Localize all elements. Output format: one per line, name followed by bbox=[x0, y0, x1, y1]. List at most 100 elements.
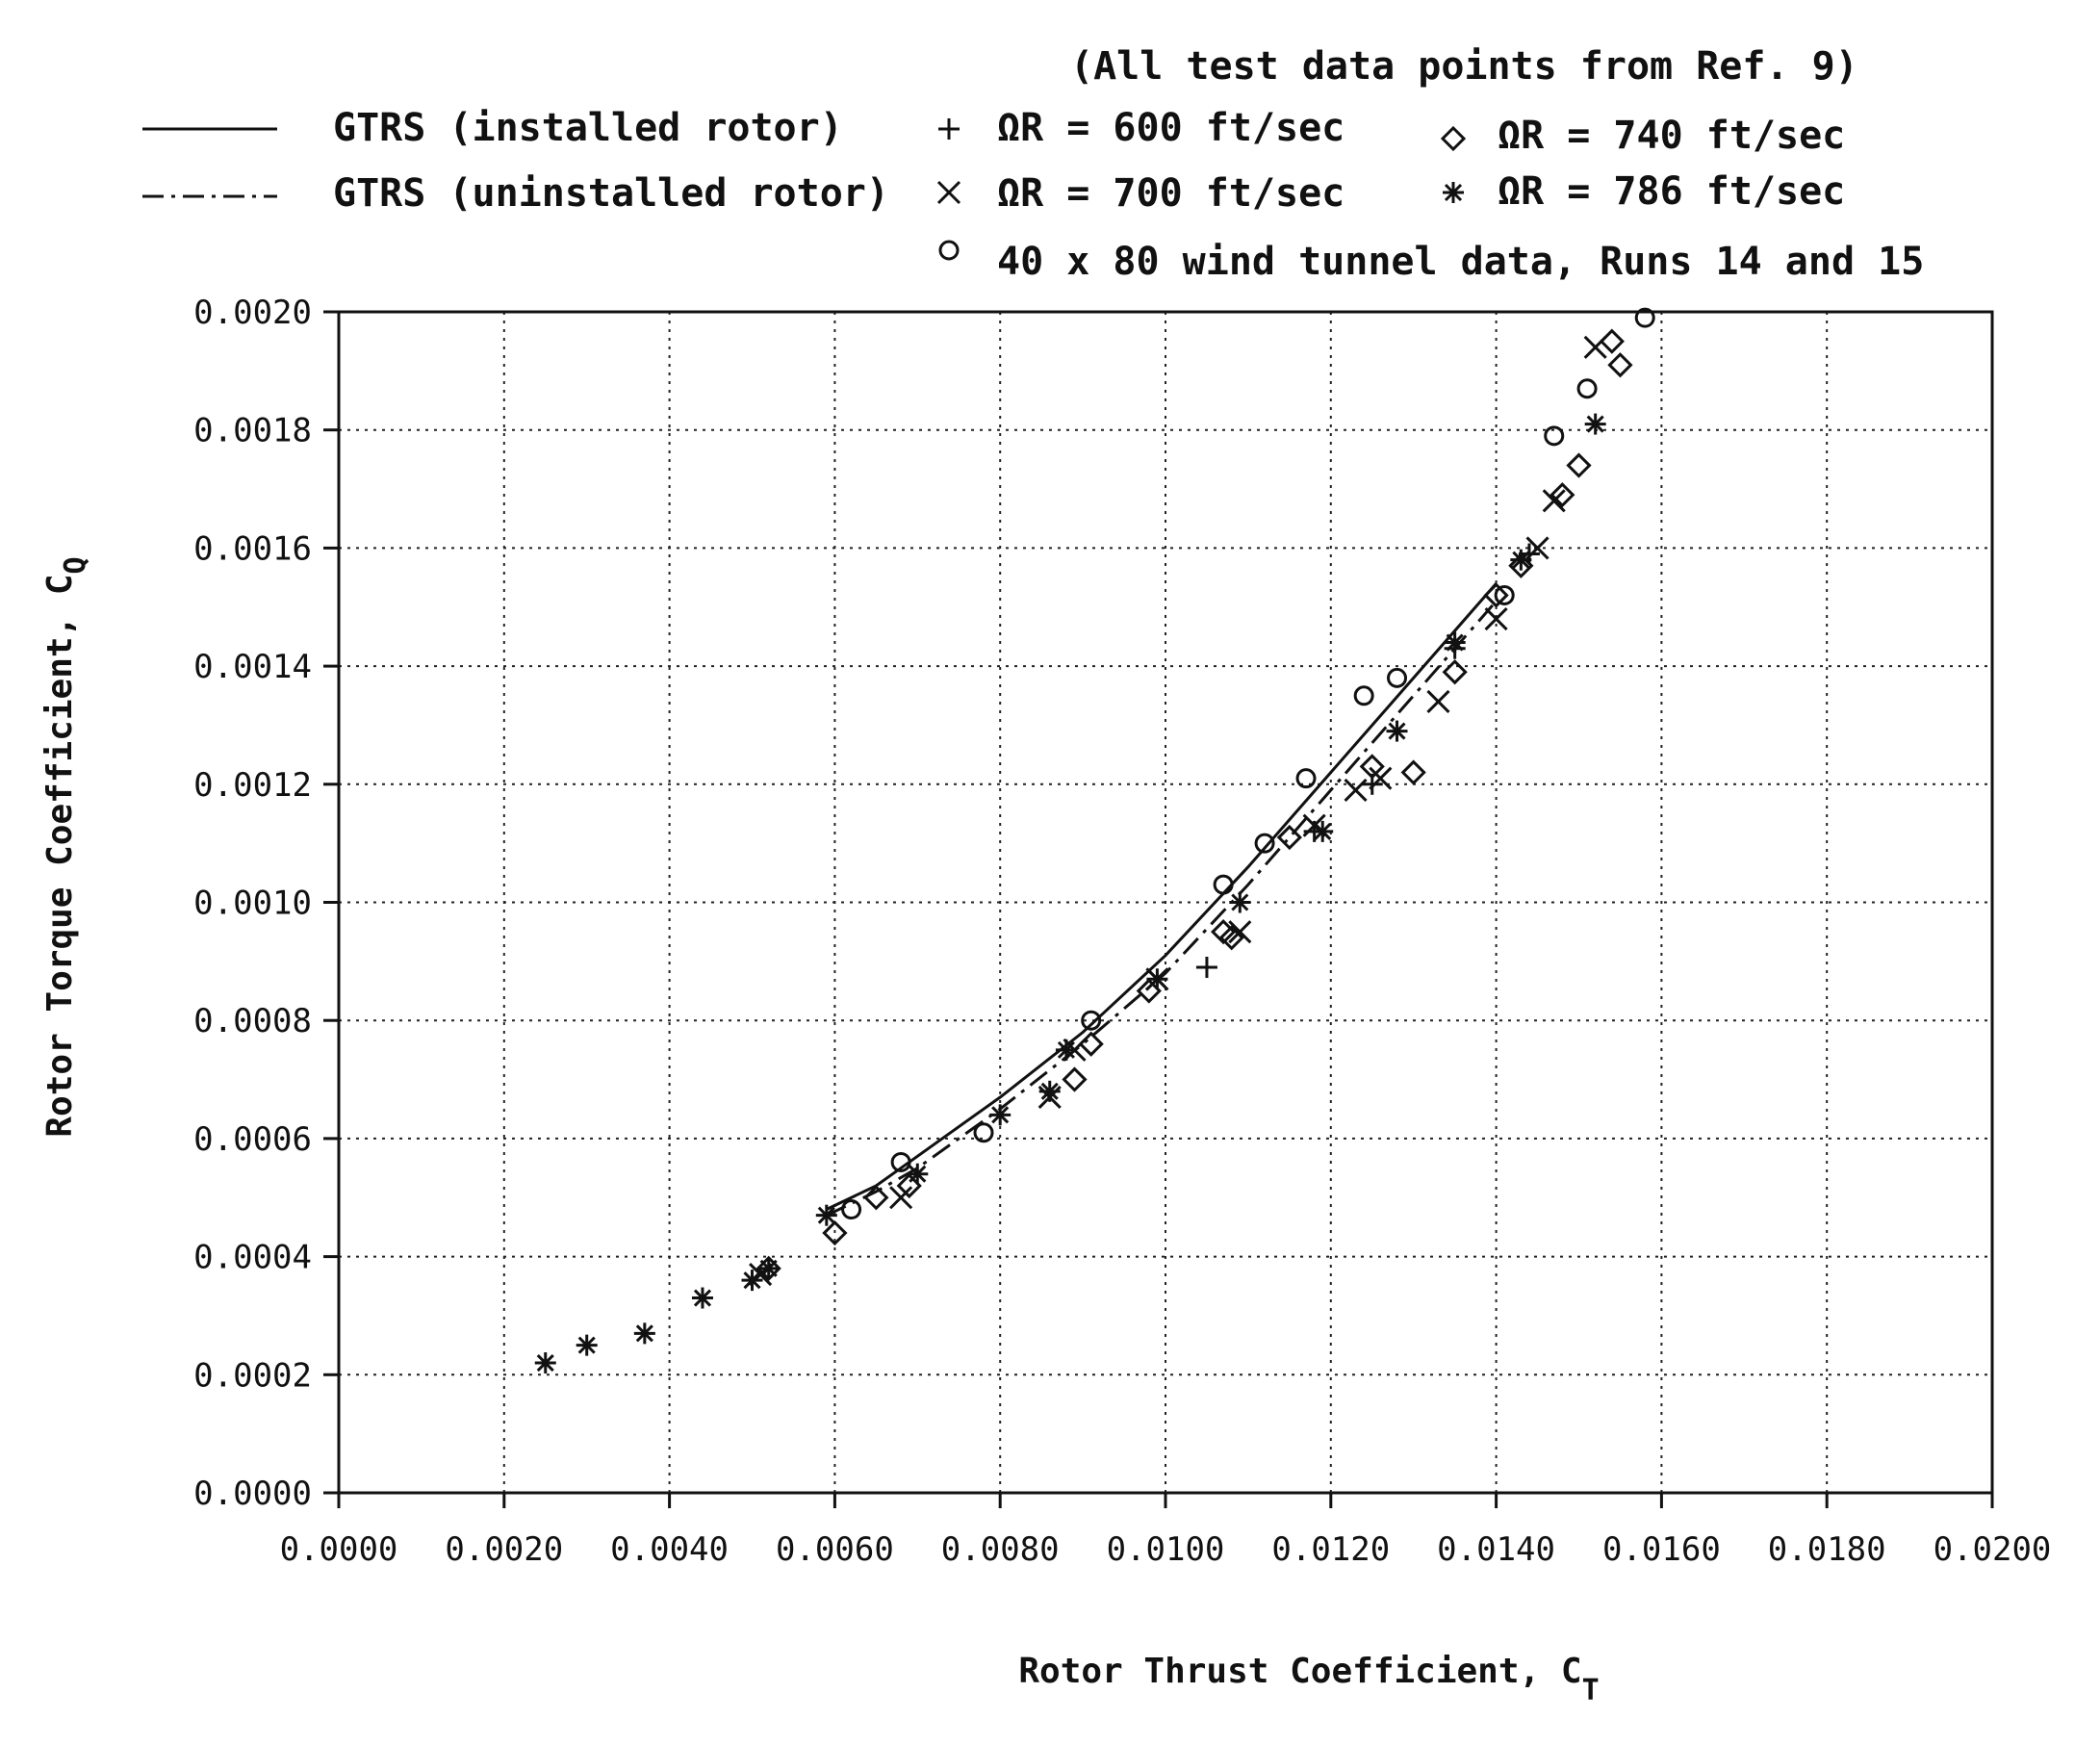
star-marker bbox=[757, 1257, 780, 1279]
x-tick-label: 0.0080 bbox=[941, 1530, 1060, 1569]
legend: (All test data points from Ref. 9) GTRS … bbox=[142, 44, 1924, 284]
y-tick-label: 0.0012 bbox=[193, 766, 312, 805]
x-marker bbox=[936, 180, 961, 205]
circle-marker bbox=[1213, 874, 1234, 895]
star-marker bbox=[1038, 1080, 1061, 1102]
diamond-marker bbox=[1062, 1066, 1088, 1092]
legend-circle-marker bbox=[938, 240, 960, 261]
uninstalled-rotor-line bbox=[826, 600, 1498, 1218]
plot-frame bbox=[337, 310, 1994, 1495]
diamond-marker bbox=[1078, 1031, 1104, 1057]
x-tick-label: 0.0060 bbox=[776, 1530, 894, 1569]
star-marker bbox=[1229, 891, 1251, 913]
legend-740-label: ΩR = 740 ft/sec bbox=[1498, 114, 1845, 158]
diamond-marker bbox=[1442, 659, 1468, 685]
x-axis-title: Rotor Thrust Coefficient, CT bbox=[1018, 1652, 1599, 1707]
diamond-marker bbox=[1440, 125, 1467, 152]
circle-marker bbox=[1353, 685, 1374, 706]
y-tick-label: 0.0008 bbox=[193, 1002, 312, 1040]
legend-installed-label: GTRS (installed rotor) bbox=[333, 106, 843, 150]
diamond-marker bbox=[1549, 482, 1575, 508]
star-marker bbox=[815, 1204, 837, 1226]
diamond-marker bbox=[1400, 759, 1426, 785]
circle-marker bbox=[841, 1199, 862, 1220]
x-marker bbox=[1369, 766, 1393, 790]
circle-marker bbox=[1254, 833, 1275, 854]
diamond-marker bbox=[1276, 824, 1302, 851]
x-tick-label: 0.0120 bbox=[1271, 1530, 1390, 1569]
diamond-marker bbox=[822, 1219, 848, 1246]
y-tick-label: 0.0006 bbox=[193, 1120, 312, 1159]
circle-marker bbox=[973, 1122, 994, 1143]
circle-marker bbox=[1387, 667, 1408, 688]
star-marker bbox=[1510, 549, 1532, 571]
legend-wt-label: 40 x 80 wind tunnel data, Runs 14 and 15 bbox=[997, 240, 1924, 284]
plus-marker bbox=[938, 118, 960, 140]
diamond-marker bbox=[1483, 582, 1509, 608]
x-marker bbox=[889, 1186, 913, 1210]
star-marker bbox=[989, 1104, 1012, 1126]
y-tick-label: 0.0004 bbox=[193, 1239, 312, 1277]
circle-marker bbox=[890, 1151, 911, 1172]
star-marker bbox=[741, 1270, 763, 1292]
x-tick-label: 0.0000 bbox=[280, 1530, 398, 1569]
star-marker bbox=[534, 1352, 556, 1374]
x-tick-label: 0.0040 bbox=[610, 1530, 729, 1569]
diamond-marker bbox=[1359, 754, 1385, 780]
diamond-marker bbox=[1508, 552, 1534, 578]
star-marker bbox=[691, 1287, 713, 1309]
y-tick-label: 0.0002 bbox=[193, 1356, 312, 1395]
y-axis-title: Rotor Torque Coefficient, CQ bbox=[40, 556, 92, 1137]
star-marker bbox=[576, 1334, 598, 1356]
diamond-marker bbox=[1218, 925, 1244, 951]
circle-marker bbox=[1295, 768, 1317, 789]
x-tick-label: 0.0200 bbox=[1934, 1530, 2052, 1569]
y-tick-label: 0.0014 bbox=[193, 648, 312, 686]
y-tick-label: 0.0016 bbox=[193, 529, 312, 568]
star-marker bbox=[1312, 820, 1334, 842]
circle-marker bbox=[1081, 1010, 1102, 1031]
x-tick-label: 0.0100 bbox=[1107, 1530, 1225, 1569]
x-marker bbox=[1228, 920, 1252, 944]
grid bbox=[323, 310, 1994, 1508]
legend-x-marker bbox=[936, 180, 961, 205]
star-marker bbox=[633, 1322, 655, 1345]
star-marker bbox=[1444, 631, 1466, 654]
legend-600-label: ΩR = 600 ft/sec bbox=[997, 106, 1345, 150]
diamond-marker bbox=[1607, 352, 1633, 378]
circle-marker bbox=[1544, 425, 1565, 447]
star-marker bbox=[907, 1163, 929, 1185]
x-tick-label: 0.0020 bbox=[445, 1530, 563, 1569]
tick-labels: 0.0000 0.0020 0.0040 0.0060 0.0080 0.0100 0.01… bbox=[193, 294, 2051, 1569]
star-marker bbox=[1584, 413, 1606, 435]
circle-marker bbox=[1576, 378, 1598, 399]
x-marker bbox=[1542, 489, 1566, 513]
chart-note: (All test data points from Ref. 9) bbox=[1070, 44, 1858, 89]
x-tick-label: 0.0180 bbox=[1768, 1530, 1886, 1569]
star-marker bbox=[1443, 182, 1464, 203]
y-tick-label: 0.0020 bbox=[193, 294, 312, 332]
x-tick-label: 0.0160 bbox=[1602, 1530, 1721, 1569]
circle-marker bbox=[938, 240, 960, 261]
data-markers bbox=[534, 307, 1655, 1374]
legend-star-marker bbox=[1443, 182, 1464, 203]
star-marker bbox=[1386, 720, 1408, 742]
legend-786-label: ΩR = 786 ft/sec bbox=[1498, 169, 1845, 214]
circle-marker bbox=[1634, 307, 1655, 328]
plus-marker bbox=[1195, 956, 1217, 978]
x-marker bbox=[1426, 689, 1450, 713]
diamond-marker bbox=[863, 1185, 889, 1211]
x-marker bbox=[1484, 606, 1508, 631]
star-marker bbox=[1055, 1039, 1077, 1061]
legend-700-label: ΩR = 700 ft/sec bbox=[997, 171, 1345, 216]
legend-diamond-marker bbox=[1440, 125, 1467, 152]
x-tick-label: 0.0140 bbox=[1437, 1530, 1555, 1569]
circle-marker bbox=[1494, 584, 1515, 605]
y-tick-label: 0.0000 bbox=[193, 1475, 312, 1513]
star-marker bbox=[1146, 968, 1168, 990]
y-tick-label: 0.0018 bbox=[193, 412, 312, 450]
legend-plus-marker bbox=[938, 118, 960, 140]
